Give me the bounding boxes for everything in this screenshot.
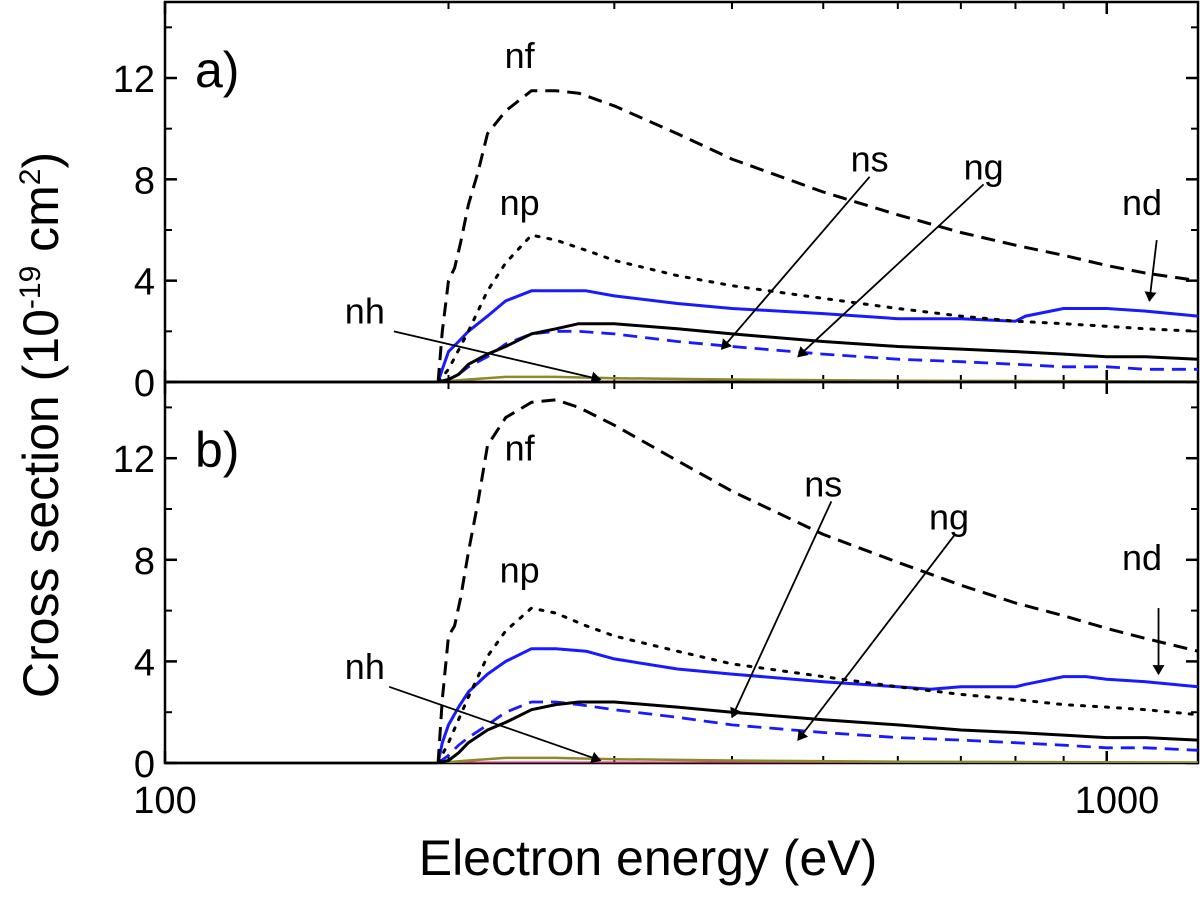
annotation-arrow xyxy=(720,176,871,350)
y-tick-label: 0 xyxy=(134,744,155,786)
series-np-line xyxy=(436,233,1198,382)
series-nd-line xyxy=(436,289,1198,382)
series-nh-line xyxy=(437,756,1198,763)
annotation-arrow xyxy=(797,183,985,358)
curve-label-ns: ns xyxy=(804,463,842,504)
series-nf-line xyxy=(436,89,1198,382)
curve-label-nd: nd xyxy=(1122,537,1162,578)
panel-letter-a: a) xyxy=(195,42,239,98)
y-axis-title-close: ) xyxy=(13,152,69,169)
series-nf-line xyxy=(436,398,1198,763)
y-tick-label: 8 xyxy=(134,541,155,583)
annotation-arrow xyxy=(797,533,956,741)
panel-a: 0 4 8 12 nf np nh ns ng nd a) xyxy=(113,0,1200,405)
y-axis-title-main: Cross section (10 xyxy=(13,309,69,698)
curve-label-np: np xyxy=(500,550,540,591)
x-tick-label-100: 100 xyxy=(133,780,196,822)
annotation-arrow xyxy=(393,330,602,384)
y-tick-label: 12 xyxy=(113,439,155,481)
series-np-line xyxy=(436,606,1198,763)
y-tick-label: 4 xyxy=(134,262,155,304)
y-tick-label: 8 xyxy=(134,160,155,202)
curve-label-nh: nh xyxy=(345,291,385,332)
curve-label-ns: ns xyxy=(851,139,889,180)
annotation-arrow xyxy=(1144,240,1158,302)
y-axis-title: Cross section (10-19 cm2) xyxy=(13,152,69,698)
curve-label-nf: nf xyxy=(505,35,536,76)
panel-b-frame xyxy=(163,380,1200,765)
y-tick-label: 12 xyxy=(113,59,155,101)
y-axis-title-units: cm xyxy=(13,185,69,266)
curve-label-ng: ng xyxy=(964,146,1004,187)
panel-a-frame xyxy=(163,0,1200,384)
y-tick-label: 4 xyxy=(134,642,155,684)
series-nd-line xyxy=(436,647,1198,763)
curve-label-ng: ng xyxy=(929,496,969,537)
curve-label-nd: nd xyxy=(1122,182,1162,223)
panel-letter-b: b) xyxy=(195,422,239,478)
y-axis-title-exponent: -19 xyxy=(14,266,47,309)
series-ns-line xyxy=(437,322,1198,382)
series-ng-line xyxy=(437,700,1198,763)
series-nh-line xyxy=(437,375,1198,382)
curve-label-np: np xyxy=(500,182,540,223)
series-ng-line xyxy=(437,329,1198,382)
curve-label-nh: nh xyxy=(345,646,385,687)
annotation-arrow xyxy=(730,501,833,719)
series-ns-line xyxy=(437,700,1198,763)
x-axis-title: Electron energy (eV) xyxy=(419,830,878,886)
y-axis-title-exponent-2: 2 xyxy=(14,169,47,186)
x-tick-label-1000: 1000 xyxy=(1075,780,1160,822)
panel-b: 0 4 8 12 nf np nh ns ng nd b) xyxy=(113,380,1200,786)
y-tick-label: 0 xyxy=(134,363,155,405)
curve-label-nf: nf xyxy=(505,428,536,469)
annotation-arrow xyxy=(388,685,602,764)
